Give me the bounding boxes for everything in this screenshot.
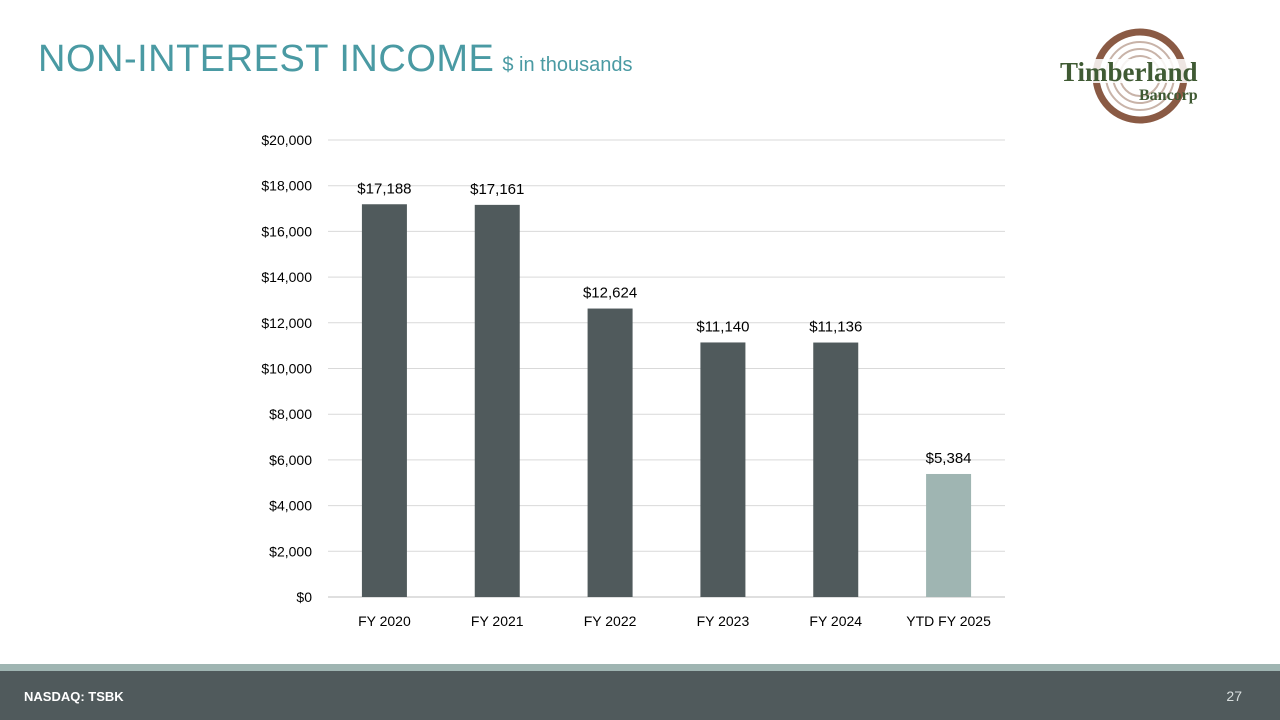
data-labels: $17,188 $17,161 $12,624 $11,140 $11,136 $5,38… xyxy=(357,180,971,467)
logo-text-timberland: Timberland xyxy=(1060,57,1198,87)
x-tick-label: FY 2024 xyxy=(809,613,862,629)
data-label: $17,188 xyxy=(357,180,411,197)
bar-chart: $0 $2,000 $4,000 $6,000 $8,000 $10,000 $12,000… xyxy=(261,132,1005,629)
data-label: $11,136 xyxy=(809,319,862,336)
data-label: $17,161 xyxy=(470,181,524,198)
footer-ticker: NASDAQ: TSBK xyxy=(24,689,124,704)
x-tick-label: FY 2023 xyxy=(697,613,750,629)
y-tick-label: $18,000 xyxy=(261,178,312,194)
x-tick-label: FY 2022 xyxy=(584,613,637,629)
bars xyxy=(361,204,972,597)
bar xyxy=(587,308,633,597)
footer-bar: NASDAQ: TSBK 27 xyxy=(0,671,1280,720)
page-number: 27 xyxy=(1226,688,1242,704)
y-tick-label: $2,000 xyxy=(269,543,312,559)
logo-text-bancorp: Bancorp xyxy=(1139,87,1198,104)
y-tick-label: $16,000 xyxy=(261,223,312,239)
bar xyxy=(700,342,746,597)
page-title: NON-INTEREST INCOME $ in thousands xyxy=(38,38,632,81)
y-tick-label: $20,000 xyxy=(261,132,312,148)
x-tick-label: FY 2020 xyxy=(358,613,411,629)
bar xyxy=(926,473,972,597)
y-tick-label: $14,000 xyxy=(261,269,312,285)
bar xyxy=(474,204,520,597)
x-axis: FY 2020 FY 2021 FY 2022 FY 2023 FY 2024 YTD F… xyxy=(358,613,991,629)
y-tick-label: $6,000 xyxy=(269,452,312,468)
y-axis: $0 $2,000 $4,000 $6,000 $8,000 $10,000 $12,000… xyxy=(261,132,312,605)
bar xyxy=(361,204,407,597)
y-tick-label: $10,000 xyxy=(261,361,312,377)
data-label: $12,624 xyxy=(583,285,637,302)
data-label: $5,384 xyxy=(926,450,972,467)
title-subtitle: $ in thousands xyxy=(502,54,633,76)
y-tick-label: $12,000 xyxy=(261,315,312,331)
y-tick-label: $0 xyxy=(296,589,312,605)
y-tick-label: $4,000 xyxy=(269,498,312,514)
y-tick-label: $8,000 xyxy=(269,406,312,422)
title-main: NON-INTEREST INCOME xyxy=(38,38,495,80)
gridlines xyxy=(328,139,1005,598)
x-tick-label: FY 2021 xyxy=(471,613,524,629)
data-label: $11,140 xyxy=(696,318,749,335)
x-tick-label: YTD FY 2025 xyxy=(906,613,991,629)
bar xyxy=(813,342,859,597)
timberland-logo: Timberland Bancorp xyxy=(1055,28,1230,124)
footer-accent-stripe xyxy=(0,664,1280,671)
